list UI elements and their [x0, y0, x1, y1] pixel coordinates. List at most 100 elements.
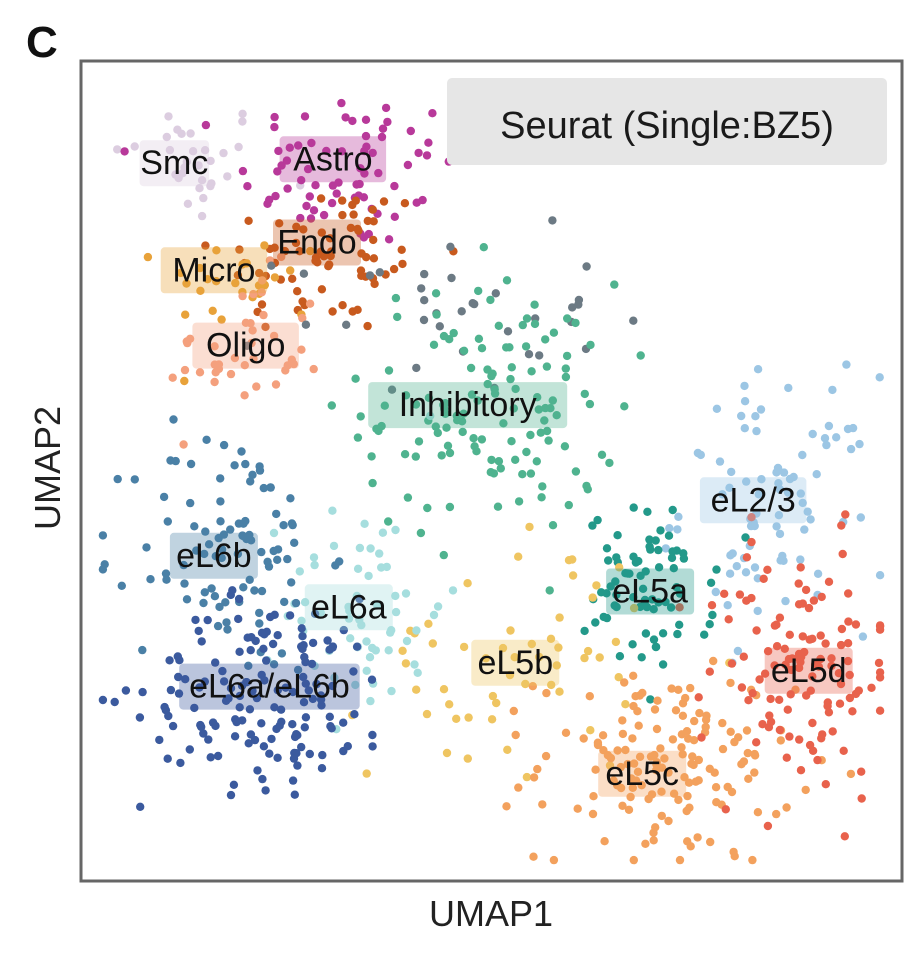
cluster-label-el5a: eL5a	[606, 568, 695, 615]
point-oligo	[258, 276, 267, 285]
cluster-label-text: eL6b	[176, 537, 252, 575]
point-unassigned	[447, 273, 456, 283]
point-inhibitory	[549, 328, 559, 337]
cluster-label-micro: Micro	[160, 247, 268, 294]
point-astro	[274, 146, 283, 156]
point-astro	[273, 167, 282, 176]
point-inhibitory	[368, 478, 377, 488]
point-unassigned	[446, 242, 455, 251]
cluster-label-el6a: eL6a	[304, 584, 393, 631]
point-endo	[244, 216, 253, 225]
point-el5c	[657, 787, 666, 796]
point-el6a-el6b	[237, 681, 247, 690]
point-el6b	[142, 543, 151, 552]
point-el5c	[683, 791, 692, 801]
cluster-label-text: Oligo	[206, 327, 285, 365]
point-el5a	[649, 605, 658, 614]
point-endo	[369, 235, 378, 245]
point-el5b	[611, 637, 621, 647]
point-el2-3	[806, 515, 815, 524]
point-el5d	[766, 694, 775, 704]
point-el5d	[844, 589, 853, 598]
point-astro	[374, 168, 383, 178]
point-oligo	[298, 313, 307, 323]
point-el5a	[675, 620, 684, 629]
point-el5c	[772, 809, 781, 819]
point-astro	[359, 233, 369, 242]
point-oligo	[241, 318, 251, 327]
point-el5c	[637, 781, 646, 790]
point-el5a	[646, 545, 655, 554]
point-el6b	[216, 497, 225, 506]
cluster-label-bg	[139, 140, 210, 187]
point-astro	[271, 191, 280, 201]
point-el6a-el6b	[174, 672, 183, 682]
point-el5d	[748, 689, 757, 698]
point-el5c	[514, 783, 523, 792]
cluster-label-el5d: eL5d	[764, 647, 853, 694]
point-inhibitory	[384, 366, 394, 375]
point-el6b	[255, 619, 264, 628]
point-el5d	[848, 707, 857, 716]
point-el5c	[549, 855, 559, 865]
point-smc	[171, 170, 180, 179]
point-el5d	[837, 624, 847, 634]
point-el6b	[255, 608, 264, 618]
point-el5b	[592, 581, 601, 590]
point-el6b	[117, 581, 127, 590]
point-el6a-el6b	[300, 723, 309, 732]
point-el6a-el6b	[367, 675, 377, 684]
point-el6a	[366, 696, 375, 706]
point-el2-3	[742, 477, 751, 486]
point-el2-3	[812, 470, 821, 479]
point-inhibitory	[511, 384, 520, 394]
cluster-label-text: eL6a	[311, 588, 387, 626]
point-el2-3	[740, 424, 749, 433]
point-el6a-el6b	[276, 705, 286, 714]
point-inhibitory	[483, 379, 492, 389]
point-el5c	[541, 751, 551, 761]
point-el6a	[346, 634, 355, 643]
point-el5a	[638, 584, 648, 593]
point-el5c	[591, 765, 600, 774]
point-el5b	[487, 715, 497, 724]
point-micro	[286, 266, 295, 275]
point-oligo	[269, 331, 279, 341]
point-el5d	[760, 669, 770, 678]
point-el6b	[250, 586, 259, 595]
point-astro	[294, 141, 303, 150]
point-el5a	[668, 505, 677, 515]
point-el5d	[857, 767, 866, 776]
point-el5c	[650, 750, 659, 760]
point-el6a-el6b	[136, 802, 145, 811]
point-inhibitory	[538, 482, 547, 491]
point-el5a	[656, 526, 665, 535]
point-inhibitory	[487, 455, 496, 465]
point-unassigned	[242, 341, 252, 350]
point-el5c	[742, 726, 752, 735]
point-el5d	[697, 733, 706, 742]
cluster-label-bg	[304, 584, 393, 631]
point-el6a-el6b	[339, 625, 348, 635]
point-el5c	[681, 693, 690, 703]
point-el5c	[674, 795, 683, 805]
point-el6b	[221, 598, 230, 607]
point-el5d	[844, 617, 853, 626]
point-el6b	[199, 598, 208, 608]
point-smc	[199, 193, 208, 203]
cluster-label-text: Inhibitory	[399, 386, 537, 424]
cluster-astro	[120, 98, 453, 244]
point-el6b	[113, 474, 122, 484]
point-el6a-el6b	[288, 687, 298, 697]
point-endo	[389, 264, 399, 274]
point-inhibitory	[367, 452, 376, 461]
point-el5b	[506, 626, 515, 635]
point-inhibitory	[483, 365, 492, 374]
point-el2-3	[723, 601, 732, 610]
point-micro	[238, 260, 247, 269]
point-micro	[208, 306, 217, 315]
cluster-inhibitory	[327, 243, 645, 595]
point-el5c	[652, 724, 662, 734]
point-el2-3	[856, 513, 865, 522]
point-inhibitory	[514, 497, 524, 506]
